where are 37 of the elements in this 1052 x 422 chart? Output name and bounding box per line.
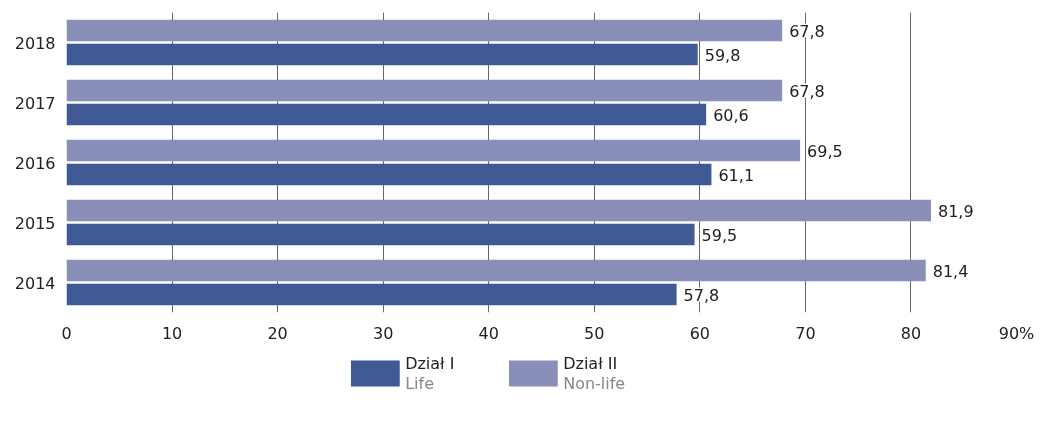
- bar: [66, 139, 801, 162]
- x-tick-label: 80: [900, 323, 922, 343]
- x-tick-label: 30: [372, 323, 394, 343]
- data-label: 59,8: [704, 45, 741, 65]
- x-tick-label: 90%: [998, 323, 1035, 343]
- data-label: 69,5: [807, 141, 843, 161]
- data-label: 61,1: [718, 165, 755, 185]
- y-tick-label: 2014: [14, 273, 56, 293]
- x-tick-label: 20: [267, 323, 288, 343]
- bar: [66, 223, 695, 246]
- bar: [66, 19, 783, 42]
- data-label: 67,8: [789, 21, 825, 41]
- y-tick-label: 2018: [14, 33, 56, 53]
- bar: [66, 163, 712, 186]
- y-tick-label: 2016: [14, 153, 56, 173]
- x-tick-label: 50: [584, 323, 605, 343]
- data-label: 57,8: [683, 285, 720, 305]
- bar: [66, 283, 677, 306]
- data-label: 81,4: [932, 261, 969, 281]
- y-tick-label: 2015: [14, 213, 56, 233]
- bar: [66, 43, 698, 66]
- bar: [66, 79, 783, 102]
- data-label: 81,9: [938, 201, 974, 221]
- y-tick-label: 2017: [14, 93, 56, 113]
- data-label: 60,6: [713, 105, 749, 125]
- x-tick-label: 60: [689, 323, 711, 343]
- x-tick-label: 70: [795, 323, 816, 343]
- legend-label: Dział I Life: [405, 353, 455, 393]
- x-tick-label: 0: [61, 323, 72, 343]
- data-label: 59,5: [701, 225, 738, 245]
- x-tick-label: 40: [478, 323, 499, 343]
- bar: [66, 259, 926, 282]
- legend-label: Dział II Non-life: [563, 353, 626, 393]
- x-tick-label: 10: [161, 323, 183, 343]
- bar: [66, 199, 931, 222]
- data-label: 67,8: [789, 81, 825, 101]
- bar: [66, 103, 707, 126]
